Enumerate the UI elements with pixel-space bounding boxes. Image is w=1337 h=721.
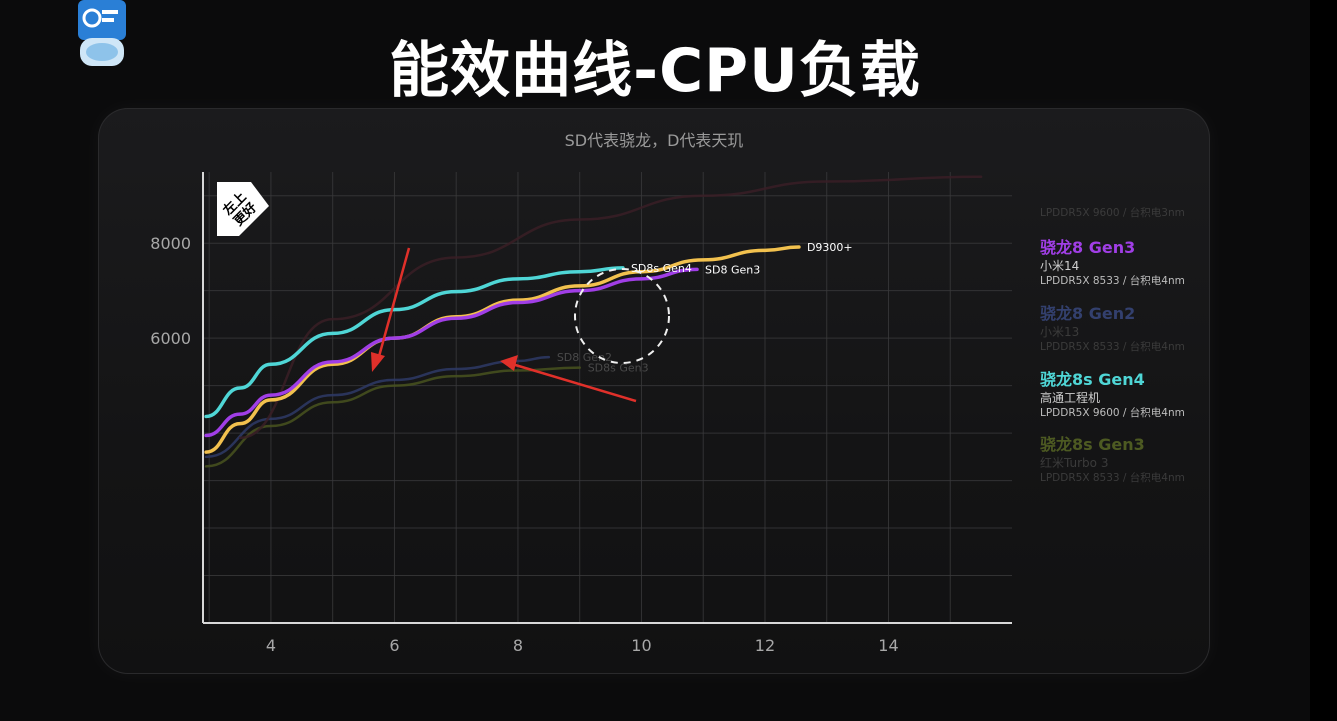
legend-item: 骁龙8s Gen4 高通工程机 LPDDR5X 9600 / 台积电4nm [1040,370,1220,420]
x-tick-label: 14 [878,636,898,655]
right-edge-strip [1310,0,1337,721]
series-line [204,267,699,438]
annotation-arrow-shaft [376,247,411,361]
annotation-arrow-shaft [511,362,637,403]
series-end-label: SD8s Gen4 [631,262,692,275]
legend-device: 红米Turbo 3 [1040,456,1109,470]
series-line [204,266,625,419]
legend-item: LPDDR5X 9600 / 台积电3nm [1040,206,1220,220]
legend-series-name: 骁龙8 Gen3 [1040,238,1136,257]
page-title: 能效曲线-CPU负载 [389,36,921,106]
legend-spec: LPDDR5X 8533 / 台积电4nm [1040,341,1185,353]
legend-series-name: 骁龙8 Gen2 [1040,304,1136,323]
x-tick-label: 8 [513,636,523,655]
chart-subtitle: SD代表骁龙，D代表天玑 [564,131,744,150]
y-tick-label: 6000 [150,329,191,348]
series-line [204,245,801,454]
x-tick-label: 12 [755,636,775,655]
legend-series-name: 骁龙8s Gen4 [1040,370,1145,389]
x-tick-label: 4 [266,636,276,655]
annotation-arrow-head [371,352,385,372]
x-tick-label: 10 [631,636,651,655]
x-tick-label: 6 [389,636,399,655]
legend-item: 骁龙8s Gen3 红米Turbo 3 LPDDR5X 8533 / 台积电4nm [1040,435,1220,485]
series-line [238,175,983,440]
legend-device: 高通工程机 [1040,391,1101,405]
legend-spec: LPDDR5X 8533 / 台积电4nm [1040,275,1185,287]
legend-series-name: 骁龙8s Gen3 [1040,435,1145,454]
legend-device: 小米14 [1040,259,1080,273]
logo-icon [78,0,126,66]
highlight-circle [574,268,670,364]
series-line [204,366,581,468]
legend-spec: LPDDR5X 9600 / 台积电3nm [1040,207,1185,219]
legend-item: 骁龙8 Gen3 小米14 LPDDR5X 8533 / 台积电4nm [1040,238,1220,288]
series-end-label: D9300+ [807,241,853,254]
legend-item: 骁龙8 Gen2 小米13 LPDDR5X 8533 / 台积电4nm [1040,304,1220,354]
legend-spec: LPDDR5X 9600 / 台积电4nm [1040,407,1185,419]
series-end-label: SD8s Gen3 [588,362,649,375]
series-end-label: SD8 Gen2 [557,351,612,364]
annotation-arrow-head [500,355,518,371]
y-tick-label: 8000 [150,234,191,253]
better-badge [217,182,269,236]
legend-device: 小米13 [1040,325,1080,339]
series-end-label: SD8 Gen3 [705,263,760,276]
legend-spec: LPDDR5X 8533 / 台积电4nm [1040,472,1185,484]
